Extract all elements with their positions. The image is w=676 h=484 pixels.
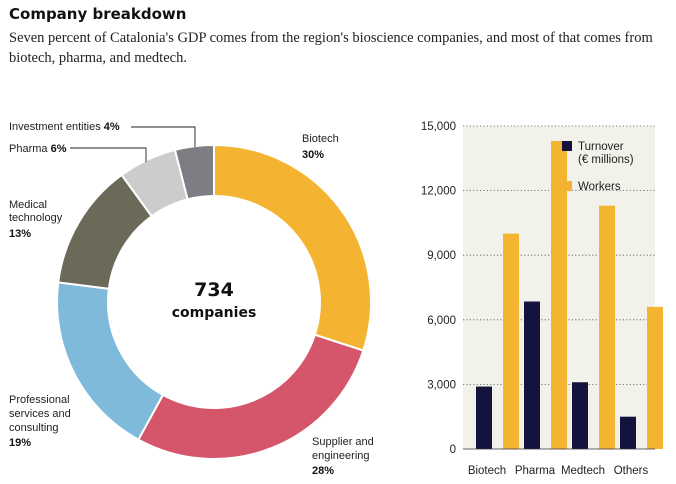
chart-subtitle: Seven percent of Catalonia's GDP comes f… — [9, 30, 653, 66]
donut-slice-biotech — [213, 143, 372, 352]
donut-slice-professional — [56, 281, 165, 441]
donut-slice-supplier — [137, 333, 365, 460]
leader-line-pharma — [70, 147, 147, 162]
center-label: companies — [172, 305, 257, 321]
slice-pct-medtech: 13% — [9, 228, 31, 240]
slice-label-professional: Professional services and consulting — [9, 394, 71, 434]
slice-label-supplier: Supplier and engineering — [312, 436, 374, 462]
slice-label-biotech: Biotech — [302, 133, 339, 145]
slice-pct-supplier: 28% — [312, 465, 334, 477]
slice-label-pharma: Pharma 6% — [9, 143, 67, 155]
slice-pct-professional: 19% — [9, 437, 31, 449]
leader-line-investment — [131, 126, 196, 147]
slice-label-medtech: Medical technology — [9, 199, 63, 224]
slice-label-investment: Investment entities 4% — [9, 121, 120, 133]
slice-pct-biotech: 30% — [302, 149, 324, 161]
donut-slice-investment — [173, 143, 215, 201]
chart-title: Company breakdown — [9, 5, 187, 23]
center-value: 734 — [194, 279, 234, 301]
